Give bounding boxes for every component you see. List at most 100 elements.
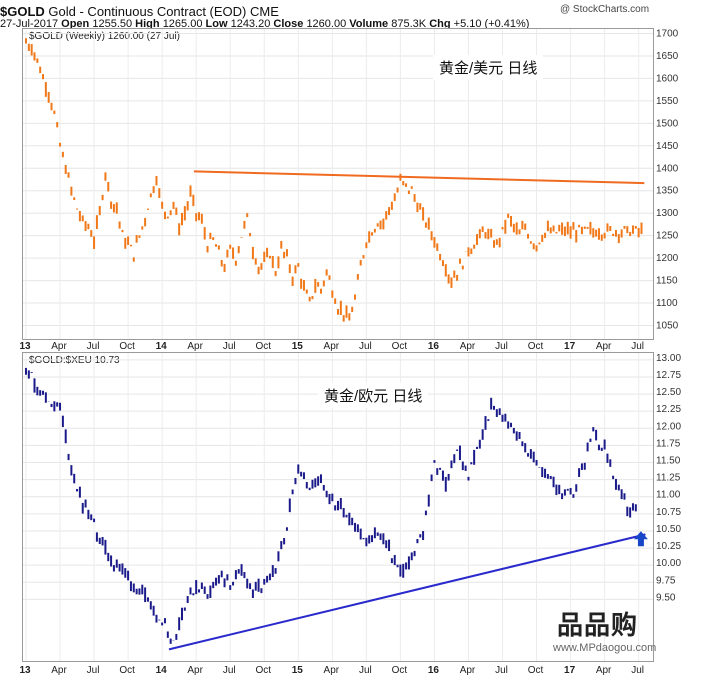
y-tick-label: 1300 (656, 208, 679, 219)
bottom-price-plot (23, 353, 653, 661)
x-tick-label: 15 (292, 665, 304, 676)
x-tick-label: Apr (324, 341, 340, 352)
y-tick-label: 12.75 (656, 370, 681, 381)
x-tick-label: Oct (528, 665, 544, 676)
low-value: 1243.20 (230, 18, 271, 30)
y-tick-label: 1500 (656, 118, 679, 129)
x-tick-label: Oct (255, 341, 271, 352)
x-tick-label: Apr (460, 341, 476, 352)
logo-url: www.MPdaogou.com (553, 642, 657, 654)
x-tick-label: 16 (428, 341, 440, 352)
volume-label: Volume (349, 18, 389, 30)
x-tick-label: Oct (119, 341, 135, 352)
y-tick-label: 10.00 (656, 558, 681, 569)
x-tick-label: Jul (359, 665, 372, 676)
trend-line (168, 533, 646, 651)
x-tick-label: Apr (596, 341, 612, 352)
y-tick-label: 1350 (656, 186, 679, 197)
x-tick-label: Apr (187, 341, 203, 352)
y-tick-label: 10.75 (656, 507, 681, 518)
x-tick-label: Jul (223, 341, 236, 352)
open-value: 1255.50 (92, 18, 133, 30)
low-label: Low (205, 18, 228, 30)
x-tick-label: Apr (324, 665, 340, 676)
x-tick-label: Oct (255, 665, 271, 676)
close-value: 1260.00 (306, 18, 347, 30)
quote-date: 27-Jul-2017 (0, 18, 59, 30)
x-tick-label: Jul (495, 665, 508, 676)
top-chinese-label: 黄金/美元 日线 (433, 55, 544, 80)
top-panel: $GOLD (Weekly) 1260.00 (27 Jul) 黄金/美元 日线 (22, 28, 654, 340)
x-tick-label: Jul (87, 665, 100, 676)
bottom-x-axis: 13 Apr Jul Oct 14 Apr Jul Oct 15 Apr Jul Oct 16 Apr Ju… (19, 665, 644, 676)
x-tick-label: 14 (156, 341, 168, 352)
x-tick-label: Jul (495, 341, 508, 352)
x-tick-label: 15 (292, 341, 304, 352)
top-x-axis: 13 Apr Jul Oct 14 Apr Jul Oct 15 Apr Jul Oct 16 Apr Ju… (19, 341, 644, 352)
y-tick-label: 12.50 (656, 387, 681, 398)
y-tick-label: 1150 (656, 276, 678, 287)
x-tick-label: Jul (87, 341, 100, 352)
x-tick-label: Jul (631, 341, 644, 352)
x-tick-label: Apr (51, 341, 67, 352)
x-tick-label: Oct (392, 665, 408, 676)
x-tick-label: 13 (19, 665, 31, 676)
x-tick-label: 16 (428, 665, 440, 676)
y-tick-label: 1400 (656, 163, 679, 174)
x-tick-label: Apr (460, 665, 476, 676)
source-watermark: @ StockCharts.com (560, 4, 650, 15)
y-tick-label: 10.25 (656, 541, 681, 552)
high-value: 1265.00 (162, 18, 203, 30)
y-tick-label: 11.00 (656, 490, 681, 501)
x-tick-label: 17 (564, 341, 576, 352)
x-tick-label: Oct (392, 341, 408, 352)
symbol-header: $GOLD Gold - Continuous Contract (EOD) C… (0, 4, 279, 19)
x-tick-label: Jul (223, 665, 236, 676)
y-tick-label: 1550 (656, 96, 679, 107)
bottom-panel: $GOLD:$XEU 10.73 黄金/欧元 日线 品品购 www.MPdaog… (22, 352, 657, 662)
top-y-axis: 1050 1100 1150 1200 1250 1300 1350 1400 1450 1500… (656, 28, 679, 332)
y-tick-label: 1250 (656, 231, 679, 242)
up-arrow-icon (633, 531, 648, 547)
x-tick-label: Apr (187, 665, 203, 676)
y-tick-label: 10.50 (656, 524, 681, 535)
bottom-y-axis: 9.50 9.75 10.00 10.25 10.50 10.75 11.00 11.25 11… (656, 353, 681, 604)
bottom-panel-title: $GOLD:$XEU 10.73 (29, 355, 120, 366)
x-tick-label: Jul (631, 665, 644, 676)
x-tick-label: Apr (51, 665, 67, 676)
y-tick-label: 11.25 (656, 473, 681, 484)
y-tick-label: 1100 (656, 298, 678, 309)
y-tick-label: 1650 (656, 51, 679, 62)
quote-line: 27-Jul-2017 Open 1255.50 High 1265.00 Lo… (0, 18, 529, 30)
logo-text: 品品购 (557, 610, 639, 640)
x-tick-label: 13 (19, 341, 31, 352)
y-tick-label: 1450 (656, 141, 679, 152)
y-tick-label: 11.75 (656, 438, 681, 449)
bottom-chinese-label: 黄金/欧元 日线 (318, 383, 429, 408)
x-tick-label: Oct (528, 341, 544, 352)
y-tick-label: 1600 (656, 73, 679, 84)
y-tick-label: 9.75 (656, 575, 676, 586)
top-panel-title: $GOLD (Weekly) 1260.00 (27 Jul) (29, 31, 180, 42)
y-tick-label: 1200 (656, 253, 679, 264)
y-tick-label: 11.50 (656, 456, 681, 467)
y-tick-label: 12.25 (656, 404, 681, 415)
x-tick-label: 17 (564, 665, 576, 676)
trend-line (193, 170, 645, 185)
volume-value: 875.3K (391, 18, 427, 30)
high-label: High (135, 18, 160, 30)
x-tick-label: Oct (119, 665, 135, 676)
chg-value: +5.10 (+0.41%) (453, 18, 530, 30)
y-tick-label: 13.00 (656, 353, 681, 364)
x-tick-label: Apr (596, 665, 612, 676)
y-tick-label: 9.50 (656, 592, 676, 603)
open-label: Open (61, 18, 90, 30)
symbol-label: $GOLD (0, 4, 45, 19)
y-tick-label: 1050 (656, 321, 679, 332)
y-tick-label: 1700 (656, 28, 679, 39)
x-tick-label: 14 (156, 665, 168, 676)
y-tick-label: 12.00 (656, 421, 681, 432)
x-tick-label: Jul (359, 341, 372, 352)
close-label: Close (273, 18, 304, 30)
